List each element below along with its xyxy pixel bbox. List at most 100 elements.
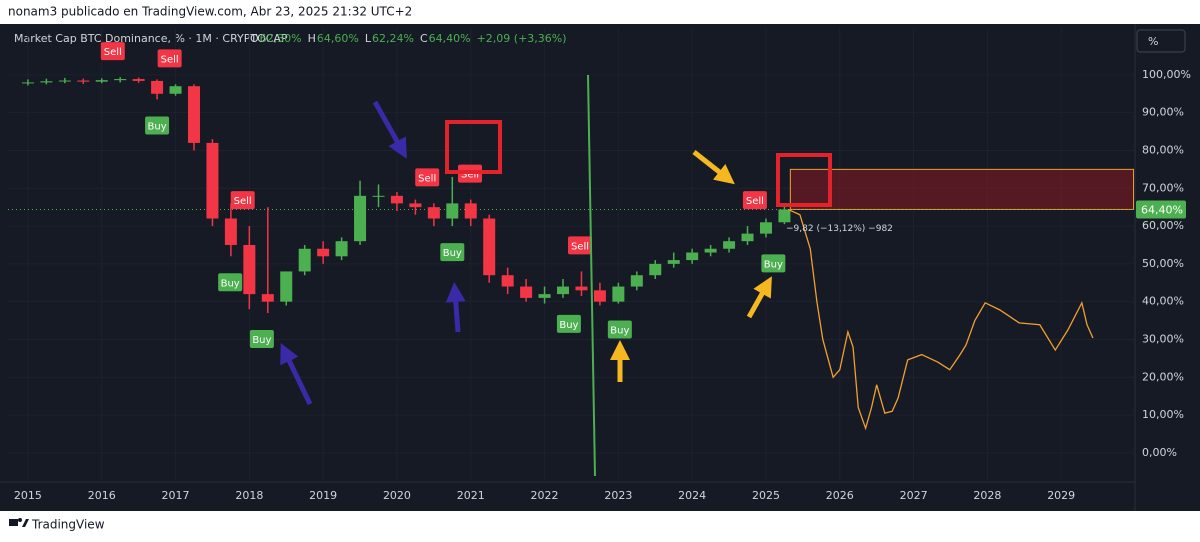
projection-line (787, 208, 1094, 431)
signal-label: Buy (610, 326, 629, 337)
candle-body (483, 218, 496, 276)
signal-label: Sell (161, 54, 179, 65)
candle-body (446, 203, 459, 219)
y-tick-label: 20,00% (1142, 370, 1184, 383)
x-tick-label: 2026 (826, 489, 854, 502)
arrow (280, 342, 313, 406)
y-tick-label: 0,00% (1142, 446, 1177, 459)
candle-body (58, 80, 71, 82)
candle-body (187, 86, 200, 143)
signal-label: Sell (571, 241, 589, 252)
measure-annotation: −9,82 (−13,12%) −982 (786, 224, 893, 234)
signal-label: Buy (252, 335, 271, 346)
candle-body (501, 275, 514, 287)
ohlc-value: 64,40% (429, 32, 471, 45)
scale-button-label[interactable]: % (1148, 35, 1158, 48)
candle-body (427, 207, 440, 219)
candle-body (741, 233, 754, 242)
x-tick-label: 2025 (752, 489, 780, 502)
x-tick-label: 2023 (604, 489, 632, 502)
symbol-legend: Market Cap BTC Dominance, % · 1M · CRYPT… (14, 32, 567, 45)
signal-badge (607, 320, 632, 339)
signal-badge (742, 191, 767, 210)
candle-body (151, 80, 164, 94)
ohlc-value: 64,60% (317, 32, 359, 45)
target-zone (789, 168, 1135, 210)
last-price-label: 64,40% (1141, 203, 1183, 216)
x-tick-label: 2017 (162, 489, 190, 502)
candle-body (77, 80, 90, 82)
signal-label: Buy (559, 320, 578, 331)
arrow (445, 282, 466, 333)
signal-label: Buy (443, 248, 462, 259)
candle-body (114, 79, 127, 81)
ohlc-value: +2,09 (+3,36%) (477, 32, 567, 45)
candle-body (335, 241, 348, 257)
x-tick-label: 2027 (900, 489, 928, 502)
x-tick-label: 2024 (678, 489, 706, 502)
plot: 0,00% 10,00% 20,00% 30,00% 40,00% 50,00% 60,00… (8, 28, 1191, 502)
signal-badge (556, 314, 581, 333)
candle-body (206, 142, 219, 219)
signal-badge (567, 236, 592, 255)
candle-body (317, 248, 330, 257)
signal-label: Buy (148, 121, 167, 132)
signal-label: Buy (221, 278, 240, 289)
candle-body (667, 260, 680, 264)
y-tick-label: 100,00% (1142, 68, 1191, 81)
last-price-badge (1136, 200, 1186, 219)
x-tick-label: 2019 (309, 489, 337, 502)
arrow (692, 150, 735, 185)
y-tick-label: 70,00% (1142, 181, 1184, 194)
publisher-line: nonam3 publicado en TradingView.com, Abr… (8, 5, 412, 19)
signal-badge (230, 191, 255, 210)
signal-badge (415, 168, 440, 187)
candle-body (298, 248, 311, 272)
candle-body (557, 286, 570, 295)
candle-body (21, 82, 34, 84)
candle-body (778, 209, 791, 223)
y-tick-label: 30,00% (1142, 332, 1184, 345)
candle-body (224, 218, 237, 245)
candle-body (612, 286, 625, 302)
candle-body (630, 275, 643, 287)
ohlc-value: 62,24% (372, 32, 414, 45)
chart-background (0, 24, 1200, 511)
candle-body (169, 86, 182, 94)
signal-badge (157, 49, 182, 68)
x-tick-label: 2028 (973, 489, 1001, 502)
ohlc-key: C (420, 32, 428, 45)
footer-brand: TradingView (31, 518, 105, 532)
vertical-marker (587, 74, 596, 477)
candle-body (132, 79, 145, 81)
candle-body (95, 80, 108, 82)
candle-body (649, 263, 662, 276)
x-tick-label: 2015 (14, 489, 42, 502)
scale-button[interactable] (1136, 29, 1186, 53)
candle-body (464, 203, 477, 219)
candle-body (538, 294, 551, 298)
ohlc-key: O (250, 32, 259, 45)
highlight-box (776, 153, 832, 207)
candle-body (261, 294, 274, 302)
x-tick-label: 2029 (1047, 489, 1075, 502)
signal-badge (100, 42, 125, 61)
candle-body (520, 286, 533, 298)
signal-badge (249, 330, 274, 349)
candle-body (686, 252, 699, 261)
signal-label: Sell (234, 196, 252, 207)
signal-label: Sell (418, 173, 436, 184)
y-tick-label: 40,00% (1142, 295, 1184, 308)
candle-body (759, 222, 772, 234)
arrow (372, 100, 407, 159)
candle-body (575, 286, 588, 291)
signal-badge (440, 243, 465, 262)
candle-body (593, 290, 606, 302)
symbol: Market Cap BTC Dominance, % · 1M · CRYPT… (14, 32, 288, 45)
arrow (746, 276, 772, 319)
highlight-box (445, 120, 502, 174)
footer-logo (9, 518, 29, 527)
y-tick-label: 10,00% (1142, 408, 1184, 421)
